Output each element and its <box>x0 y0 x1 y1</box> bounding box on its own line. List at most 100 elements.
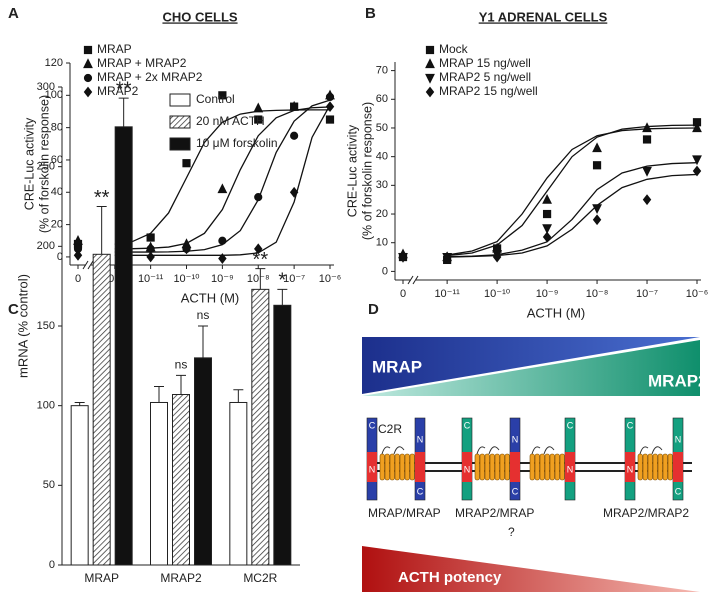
error-bar <box>277 288 288 306</box>
helix <box>554 453 560 481</box>
bar <box>273 304 292 566</box>
terminal: C <box>417 486 424 496</box>
helix <box>667 453 673 481</box>
chart-title: Y1 ADRENAL CELLS <box>479 9 608 24</box>
legend-label: MRAP2 5 ng/well <box>439 70 531 84</box>
legend-swatch <box>169 115 191 129</box>
y-tick-label: 0 <box>57 251 63 263</box>
x-tick-label: 10⁻⁹ <box>211 273 234 285</box>
mrap2-wedge <box>362 340 700 396</box>
legend-marker <box>83 45 93 55</box>
helix <box>474 453 480 481</box>
significance: ** <box>116 78 132 100</box>
marker <box>289 186 299 198</box>
complex-label: MRAP2/MRAP2 <box>603 506 689 520</box>
y-tick-label: 100 <box>37 400 55 412</box>
x-axis-label: ACTH (M) <box>527 305 586 320</box>
terminal: C <box>675 486 682 496</box>
y-axis-label: (% of forskolin response) <box>37 95 51 233</box>
significance: ns <box>197 308 210 322</box>
legend-marker <box>425 86 435 98</box>
potency-wedge <box>362 546 700 592</box>
helix <box>534 453 540 481</box>
marker <box>325 101 335 113</box>
terminal: N <box>369 464 376 474</box>
marker <box>146 251 155 263</box>
helix <box>637 453 643 481</box>
helix <box>494 453 500 481</box>
legend-marker <box>425 58 435 69</box>
complex-label: MRAP/MRAP <box>368 506 441 520</box>
fit-curve <box>447 124 698 257</box>
terminal: C <box>567 420 574 430</box>
helix <box>499 453 505 481</box>
x-tick-label: MRAP <box>84 571 119 585</box>
marker <box>642 194 652 206</box>
y-tick-label: 20 <box>51 219 63 231</box>
marker <box>253 102 264 113</box>
error-bar <box>118 97 129 127</box>
helix <box>544 453 550 481</box>
terminal: C <box>512 486 519 496</box>
terminal: N <box>675 434 682 444</box>
helix <box>409 453 415 481</box>
significance: * <box>278 270 286 292</box>
marker <box>442 251 452 263</box>
loop <box>639 446 663 455</box>
marker <box>492 251 502 263</box>
n-segment <box>673 452 683 482</box>
y-axis-label: CRE-Luc activity <box>345 124 359 217</box>
x-tick-label: 10⁻⁹ <box>536 288 559 300</box>
mrap-wedge <box>362 337 700 394</box>
error-bar <box>255 268 266 290</box>
y-axis-label: CRE-Luc activity <box>22 117 36 210</box>
legend-label: 20 nM ACTH <box>196 114 265 128</box>
helix <box>489 453 495 481</box>
legend-swatch <box>169 137 191 151</box>
terminal: N <box>464 464 471 474</box>
helix <box>484 453 490 481</box>
n-segment <box>510 452 520 482</box>
helix <box>394 453 400 481</box>
marker <box>254 193 263 202</box>
y-tick-label: 200 <box>37 240 55 252</box>
loop <box>381 446 405 455</box>
helix <box>384 453 390 481</box>
marker <box>182 159 191 168</box>
marker <box>73 249 83 261</box>
legend-label: MRAP 15 ng/well <box>439 56 531 70</box>
marker <box>254 243 263 255</box>
helix <box>389 453 395 481</box>
y-tick-label: 80 <box>51 122 63 134</box>
y-axis-label: (% of forskolin response) <box>360 102 374 240</box>
y-tick-label: 20 <box>376 208 388 220</box>
wedge-label: MRAP2 <box>648 371 708 390</box>
chart-title: CHO CELLS <box>162 9 237 24</box>
y-tick-label: 100 <box>45 89 63 101</box>
marker <box>642 122 652 133</box>
y-tick-label: 70 <box>376 65 388 77</box>
terminal: N <box>417 434 424 444</box>
axis-break <box>87 260 94 270</box>
helix <box>652 453 658 481</box>
n-segment <box>565 452 575 482</box>
terminal: C <box>627 420 634 430</box>
marker <box>398 251 408 263</box>
helix <box>529 453 535 481</box>
y-tick-label: 0 <box>382 265 388 277</box>
marker <box>642 135 652 144</box>
bar <box>70 405 89 566</box>
significance: ** <box>94 187 110 209</box>
marker <box>642 166 652 177</box>
error-bar <box>96 206 107 255</box>
n-segment <box>625 452 635 482</box>
complex-label: MRAP2/MRAP <box>455 506 534 520</box>
x-tick-label: 0 <box>400 288 406 300</box>
y-tick-label: 40 <box>51 186 63 198</box>
marker <box>254 115 263 124</box>
legend-label: MRAP2 15 ng/well <box>439 84 538 98</box>
terminal: N <box>512 434 519 444</box>
y-axis-label: mRNA (% control) <box>15 274 30 378</box>
fit-curve <box>447 173 698 258</box>
bar <box>172 394 190 566</box>
